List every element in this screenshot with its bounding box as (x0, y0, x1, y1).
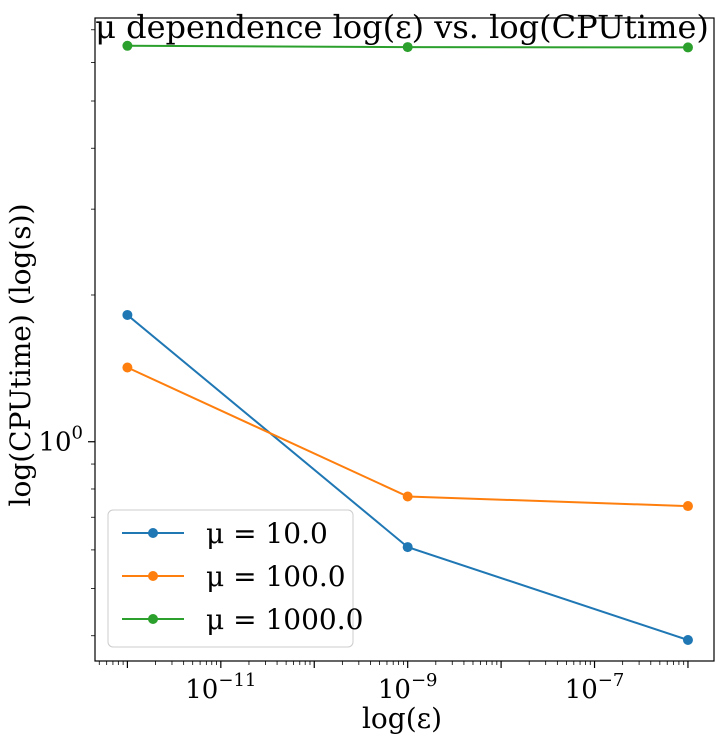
data-point (402, 491, 413, 502)
data-point (402, 42, 413, 53)
legend-entry: μ = 100.0 (122, 560, 346, 593)
data-point (682, 635, 693, 646)
legend: μ = 10.0 μ = 100.0 μ = 1000.0 (107, 509, 363, 648)
data-point (402, 542, 413, 553)
series-2 (122, 40, 693, 53)
plot-frame (94, 17, 715, 662)
x-tick-label: 10−7 (565, 670, 625, 705)
series-layer (122, 40, 693, 646)
y-axis-label: log(CPUtime) (log(s)) (4, 204, 37, 507)
data-point (682, 42, 693, 53)
series-line (126, 366, 689, 508)
legend-label: μ = 10.0 (206, 517, 328, 550)
series-1 (122, 362, 693, 512)
data-point (122, 362, 133, 373)
series-0 (122, 309, 693, 646)
legend-frame (107, 509, 354, 648)
legend-swatch-marker (148, 528, 158, 538)
legend-swatch-marker (148, 571, 158, 581)
legend-entry: μ = 1000.0 (122, 603, 363, 636)
data-point (122, 40, 133, 51)
legend-entry: μ = 10.0 (122, 517, 328, 550)
data-point (682, 501, 693, 512)
x-tick-label: 10−11 (185, 670, 256, 705)
x-axis-ticks: 10−11 10−9 10−7 (98, 661, 689, 705)
x-axis-label: log(ε) (362, 702, 442, 735)
data-point (122, 309, 133, 320)
legend-label: μ = 100.0 (206, 560, 346, 593)
legend-label: μ = 1000.0 (206, 603, 363, 636)
y-axis-ticks: 100 (38, 29, 95, 637)
x-tick-label: 10−9 (378, 670, 438, 705)
legend-swatch-marker (148, 614, 158, 624)
chart-title: μ dependence log(ε) vs. log(CPUtime) (95, 8, 709, 46)
y-tick-label: 100 (38, 423, 83, 458)
